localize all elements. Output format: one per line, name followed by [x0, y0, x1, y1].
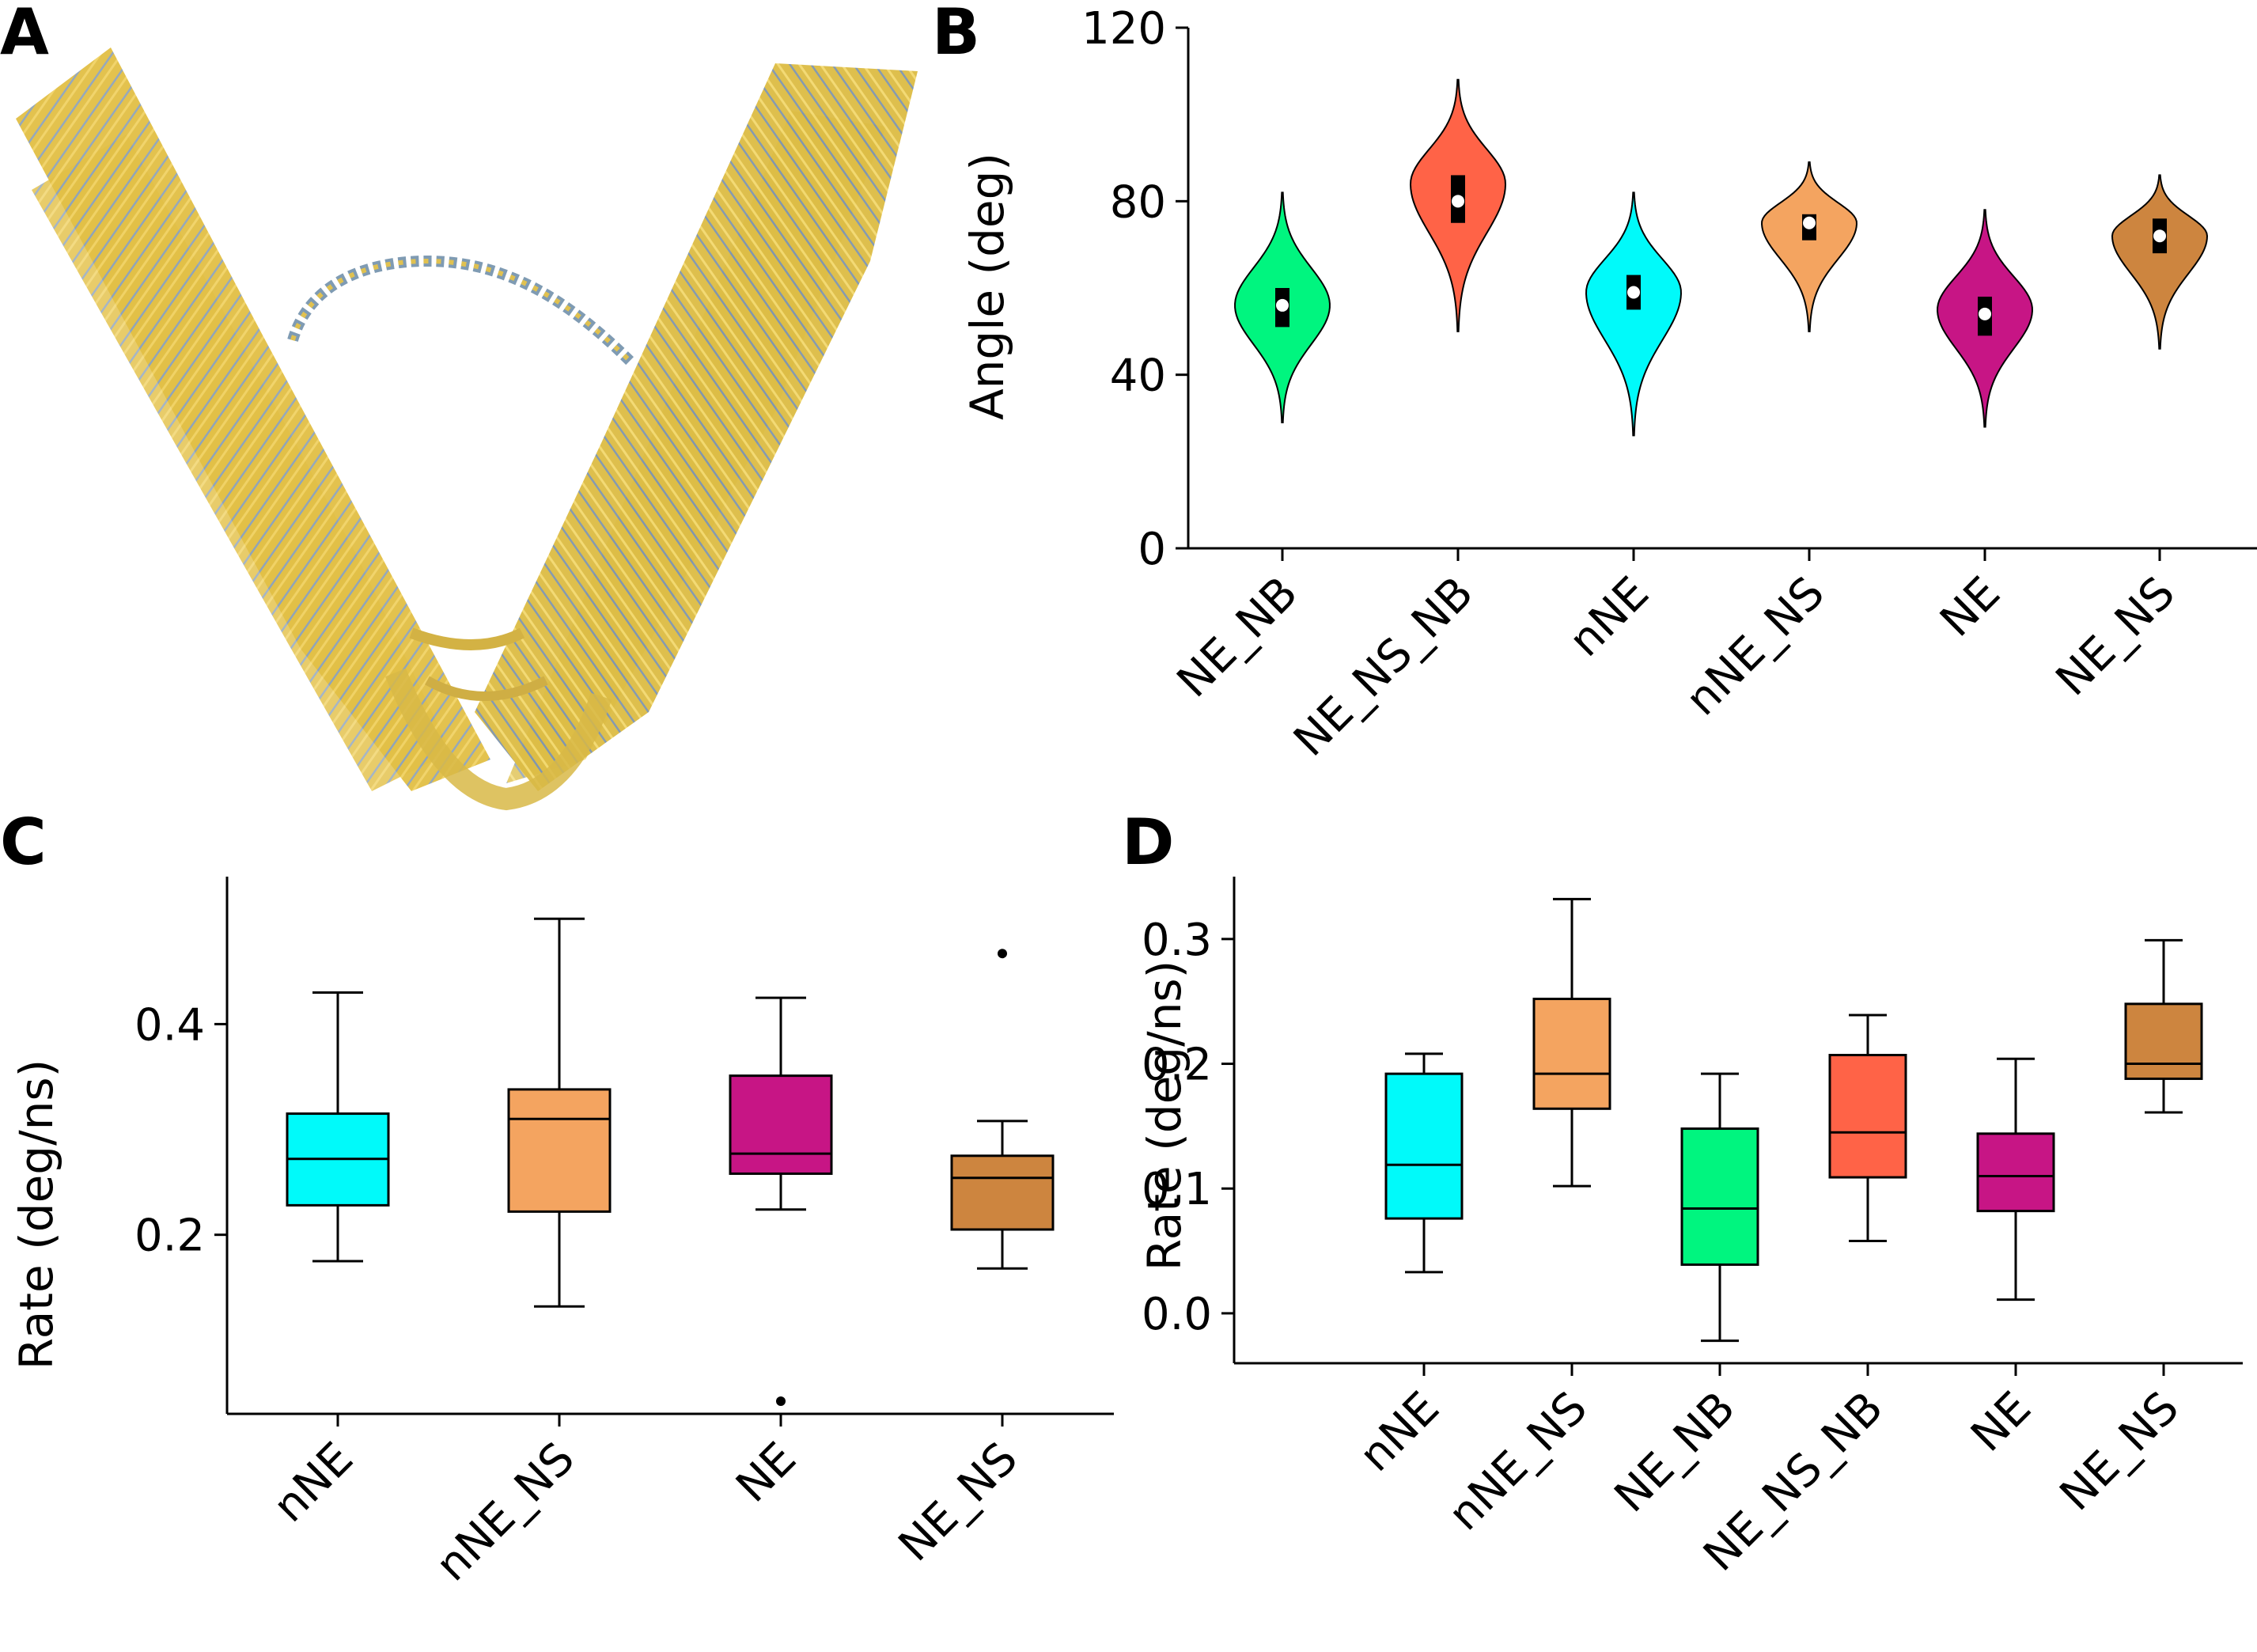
x-tick-label-NE_NB: NE_NB — [1168, 567, 1308, 707]
y-tick-label: 0.2 — [134, 1211, 205, 1262]
panel-label-c: C — [0, 805, 47, 879]
violin-median-point — [1276, 298, 1289, 312]
violin-median-point — [2153, 229, 2166, 243]
box-NE_NS — [950, 1154, 1055, 1231]
box-NE_NS_NB — [1828, 1054, 1907, 1179]
y-tick-label: 0 — [1138, 524, 1166, 575]
x-tick-label-NE: NE — [1961, 1382, 2041, 1462]
violin-median-point — [1803, 216, 1816, 229]
y-tick-label: 0.2 — [1142, 1040, 1212, 1091]
box-nNE_NS — [507, 1088, 612, 1213]
box-nNE — [1384, 1072, 1464, 1220]
box-NE_NS — [2124, 1002, 2203, 1080]
box-NE — [1976, 1132, 2055, 1213]
box-nNE_NS — [1532, 998, 1611, 1110]
x-tick-label-nNE_NS: nNE_NS — [426, 1433, 585, 1591]
y-tick-label: 0.3 — [1142, 915, 1212, 966]
y-tick-label: 0.4 — [134, 999, 205, 1051]
violin-median-point — [1979, 307, 1991, 320]
y-tick-label: 0.1 — [1142, 1164, 1212, 1215]
x-tick-label-nNE: nNE — [1559, 567, 1659, 667]
x-tick-label-nNE_NS: nNE_NS — [1676, 567, 1835, 726]
panel-label-d: D — [1122, 805, 1174, 879]
panel-b-y-axis-label: Angle (deg) — [960, 153, 1014, 420]
x-tick-label-nNE: nNE — [263, 1433, 363, 1533]
box-outlier-point — [776, 1396, 786, 1407]
x-tick-label-NE_NS: NE_NS — [2051, 1382, 2189, 1521]
violin-NE_NS — [2111, 174, 2209, 350]
panel-label-b: B — [932, 0, 980, 69]
box-outlier-point — [998, 949, 1007, 959]
y-tick-label: 40 — [1110, 350, 1166, 402]
violin-median-point — [1452, 195, 1464, 208]
panel-d-y-axis-label: Rate (deg/ns) — [1138, 961, 1191, 1271]
violin-nNE — [1585, 191, 1682, 437]
x-tick-label-NE: NE — [726, 1433, 806, 1513]
violin-nNE_NS — [1761, 161, 1857, 332]
x-tick-label-NE: NE — [1930, 567, 2010, 647]
dna-origami-structure-image — [16, 47, 918, 811]
y-tick-label: 120 — [1081, 3, 1166, 55]
x-tick-label-NE_NS: NE_NS — [889, 1433, 1028, 1571]
x-tick-label-nNE_NS: nNE_NS — [1439, 1382, 1597, 1540]
box-NE — [729, 1074, 833, 1175]
x-tick-label-NE_NS_NB: NE_NS_NB — [1284, 567, 1483, 767]
panel-label-a: A — [0, 0, 49, 69]
y-tick-label: 80 — [1110, 176, 1166, 228]
panel-c-box-chart: 0.2 0.4 nNE nNE_NS NE NE_NS — [134, 877, 1114, 1591]
x-tick-label-NE_NS: NE_NS — [2047, 567, 2185, 706]
x-tick-label-NE_NB: NE_NB — [1605, 1382, 1745, 1522]
panel-c-y-axis-label: Rate (deg/ns) — [9, 1059, 63, 1370]
box-NE_NB — [1680, 1127, 1759, 1266]
violin-median-point — [1627, 286, 1640, 299]
y-tick-label: 0.0 — [1142, 1289, 1212, 1340]
x-tick-label-nNE: nNE — [1350, 1382, 1449, 1482]
